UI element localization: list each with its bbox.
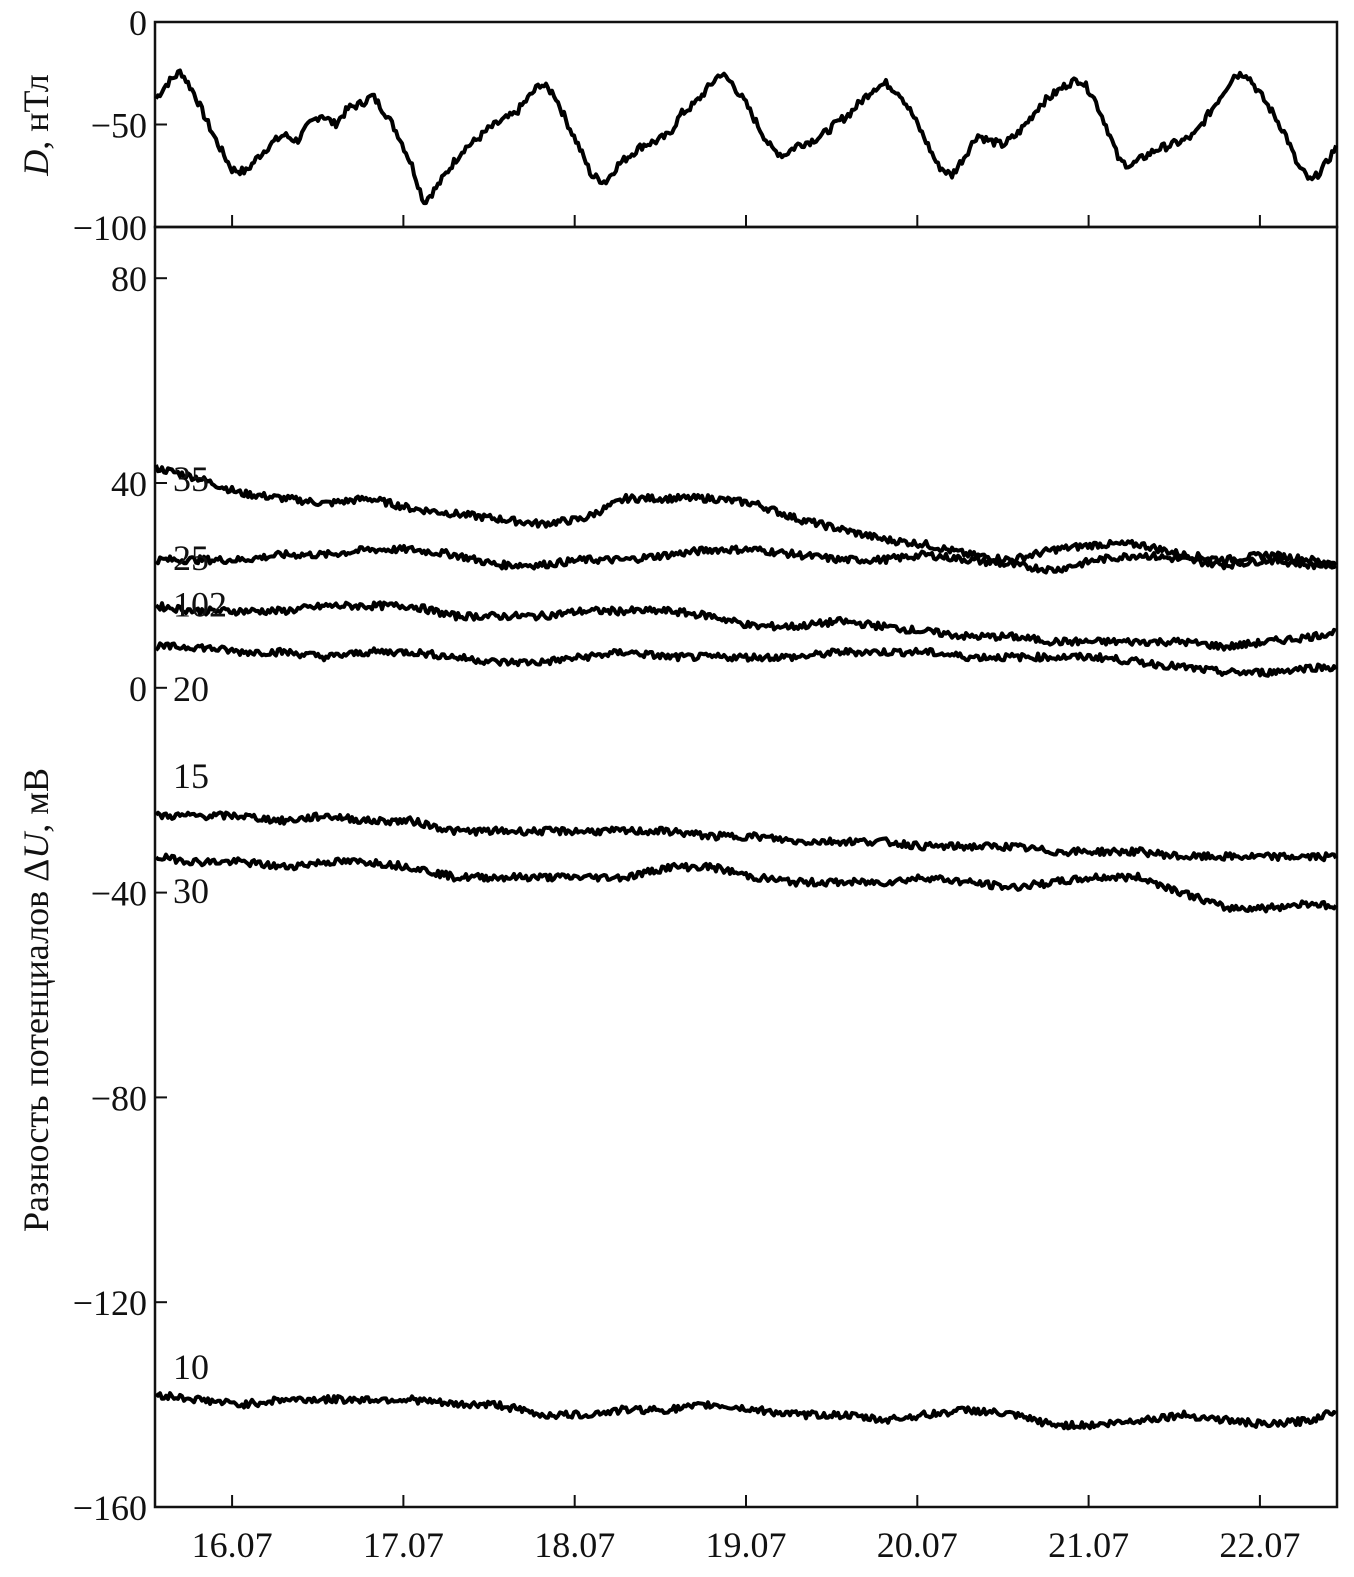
- x-tick-label: 19.07: [706, 1525, 787, 1565]
- series-label-15: 15: [173, 756, 209, 796]
- x-tick-label: 21.07: [1048, 1525, 1129, 1565]
- y-tick-label: 40: [111, 464, 147, 504]
- y-tick-label: −40: [91, 874, 147, 914]
- series-line-15: [154, 810, 1338, 863]
- bottom-y-axis-title: Разность потенциалов ΔU, мВ: [16, 768, 56, 1232]
- series-label-10: 10: [173, 1347, 209, 1387]
- series-line-25: [154, 544, 1338, 575]
- y-tick-label: 80: [111, 259, 147, 299]
- y-tick-label: −160: [73, 1488, 147, 1528]
- y-tick-label: −80: [91, 1078, 147, 1118]
- series-line-35: [154, 464, 1338, 569]
- series-line-20: [154, 641, 1338, 678]
- series-line-102: [154, 600, 1337, 652]
- x-tick-label: 16.07: [192, 1525, 273, 1565]
- x-tick-label: 17.07: [363, 1525, 444, 1565]
- series-label-30: 30: [173, 871, 209, 911]
- top-y-tick-label: −50: [91, 106, 147, 146]
- series-label-102: 102: [173, 584, 227, 624]
- x-tick-label: 18.07: [534, 1525, 615, 1565]
- series-label-25: 25: [173, 538, 209, 578]
- series-label-35: 35: [173, 459, 209, 499]
- top-y-axis-title: D, нТл: [16, 74, 56, 176]
- y-tick-label: 0: [129, 669, 147, 709]
- top-y-tick-label: −100: [73, 208, 147, 248]
- x-tick-label: 22.07: [1219, 1525, 1300, 1565]
- series-line-30: [154, 852, 1338, 914]
- top-y-tick-label: 0: [129, 3, 147, 43]
- x-tick-label: 20.07: [877, 1525, 958, 1565]
- top-d-series-line: [154, 68, 1338, 206]
- series-label-20: 20: [173, 669, 209, 709]
- y-tick-label: −120: [73, 1283, 147, 1323]
- series-line-10: [154, 1391, 1338, 1431]
